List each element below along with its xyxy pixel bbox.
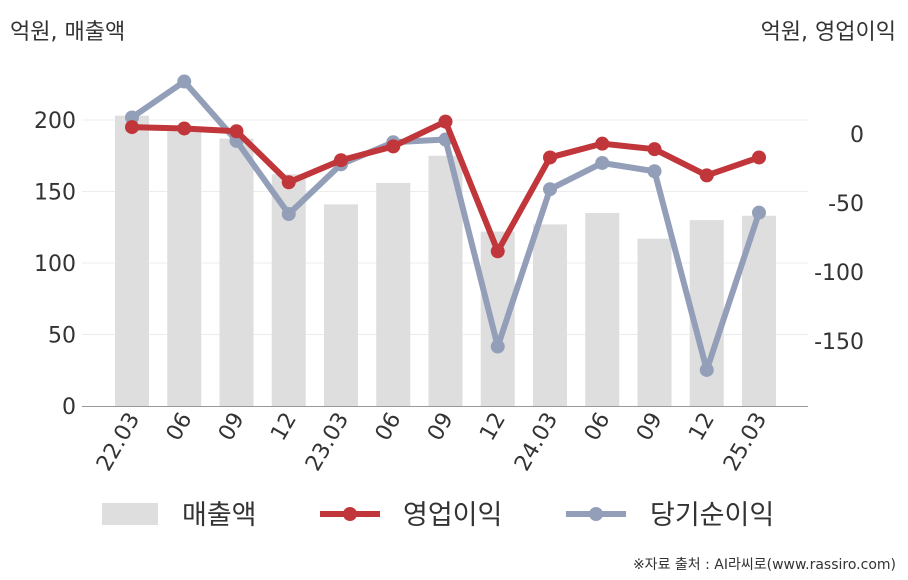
right-axis-ticks: 0 -50 -100 -150 — [814, 123, 864, 355]
x-axis-tick-label: 24.03 — [510, 409, 563, 476]
point-operating-profit — [543, 150, 557, 165]
point-net-income — [752, 205, 766, 220]
point-operating-profit — [334, 153, 348, 168]
point-operating-profit — [229, 124, 244, 139]
left-axis-tick-label: 200 — [34, 109, 76, 134]
x-axis-tick-label: 09 — [214, 409, 250, 446]
bar-revenue — [585, 212, 620, 406]
point-operating-profit — [438, 114, 453, 129]
point-net-income — [595, 155, 610, 170]
x-axis-tick-label: 12 — [266, 409, 302, 446]
right-axis-tick-label: 0 — [850, 123, 864, 148]
legend-item-net-income: 당기순이익 — [566, 500, 774, 531]
left-axis-tick-label: 0 — [62, 395, 76, 420]
left-axis-tick-label: 100 — [34, 252, 76, 277]
left-axis-tick-label: 50 — [48, 324, 76, 349]
point-operating-profit — [595, 136, 610, 151]
point-net-income — [490, 339, 505, 354]
point-operating-profit — [386, 139, 401, 154]
point-operating-profit — [490, 244, 505, 259]
bar-revenue — [167, 131, 202, 406]
bar-revenue — [428, 155, 463, 406]
point-operating-profit — [177, 121, 192, 136]
point-net-income — [543, 182, 557, 197]
x-axis-tick-label: 09 — [423, 409, 459, 446]
bar-revenue — [219, 138, 254, 406]
x-axis-tick-label: 06 — [371, 409, 407, 446]
bar-revenue — [115, 115, 149, 407]
bar-revenue — [637, 238, 672, 406]
bar-revenue — [533, 224, 567, 406]
point-net-income — [647, 164, 662, 179]
right-axis-unit-label: 억원, 영업이익 — [760, 20, 896, 45]
legend-swatch-revenue — [102, 503, 158, 525]
point-net-income — [177, 74, 192, 89]
left-axis-tick-label: 150 — [34, 181, 76, 206]
line-series-layer — [125, 74, 766, 377]
line-series-net-income — [125, 74, 766, 377]
right-axis-tick-label: -100 — [814, 261, 864, 286]
x-axis-tick-label: 22.03 — [92, 409, 145, 476]
x-axis-tick-label: 06 — [162, 409, 198, 446]
legend: 매출액 영업이익 당기순이익 — [102, 500, 774, 531]
legend-label-net-income: 당기순이익 — [650, 500, 774, 531]
left-axis-ticks: 0 50 100 150 200 — [34, 109, 76, 420]
point-net-income — [699, 362, 714, 377]
x-axis-tick-label: 06 — [580, 409, 616, 446]
point-operating-profit — [125, 120, 139, 135]
bar-series-revenue — [115, 115, 776, 407]
legend-label-revenue: 매출액 — [182, 500, 257, 531]
point-operating-profit — [281, 175, 296, 190]
point-net-income — [125, 110, 139, 125]
legend-label-operating-profit: 영업이익 — [403, 500, 502, 531]
bar-revenue — [324, 204, 358, 406]
legend-item-operating-profit: 영업이익 — [320, 500, 502, 531]
x-axis-tick-label: 23.03 — [301, 409, 354, 476]
x-axis-tick-label: 12 — [475, 409, 511, 446]
left-axis-unit-label: 억원, 매출액 — [10, 20, 126, 45]
x-axis-tick-label: 25.03 — [719, 409, 772, 476]
x-axis-tick-label: 09 — [632, 409, 668, 446]
point-operating-profit — [752, 150, 766, 165]
legend-marker-net-income — [589, 507, 603, 521]
legend-item-revenue: 매출액 — [102, 500, 257, 531]
right-axis-tick-label: -50 — [828, 192, 864, 217]
x-axis-ticks: 22.03 06 09 12 23.03 06 09 12 24.03 06 09 12 25.03 — [92, 409, 772, 476]
x-axis-tick-label: 12 — [684, 409, 720, 446]
point-operating-profit — [647, 142, 662, 157]
legend-marker-operating-profit — [343, 507, 357, 521]
point-operating-profit — [699, 168, 714, 183]
source-note: ※자료 출처 : AI라씨로(www.rassiro.com) — [632, 557, 896, 573]
point-net-income — [281, 207, 296, 222]
right-axis-tick-label: -150 — [814, 330, 864, 355]
line-series-operating-profit — [125, 114, 766, 259]
bar-revenue — [376, 182, 411, 406]
